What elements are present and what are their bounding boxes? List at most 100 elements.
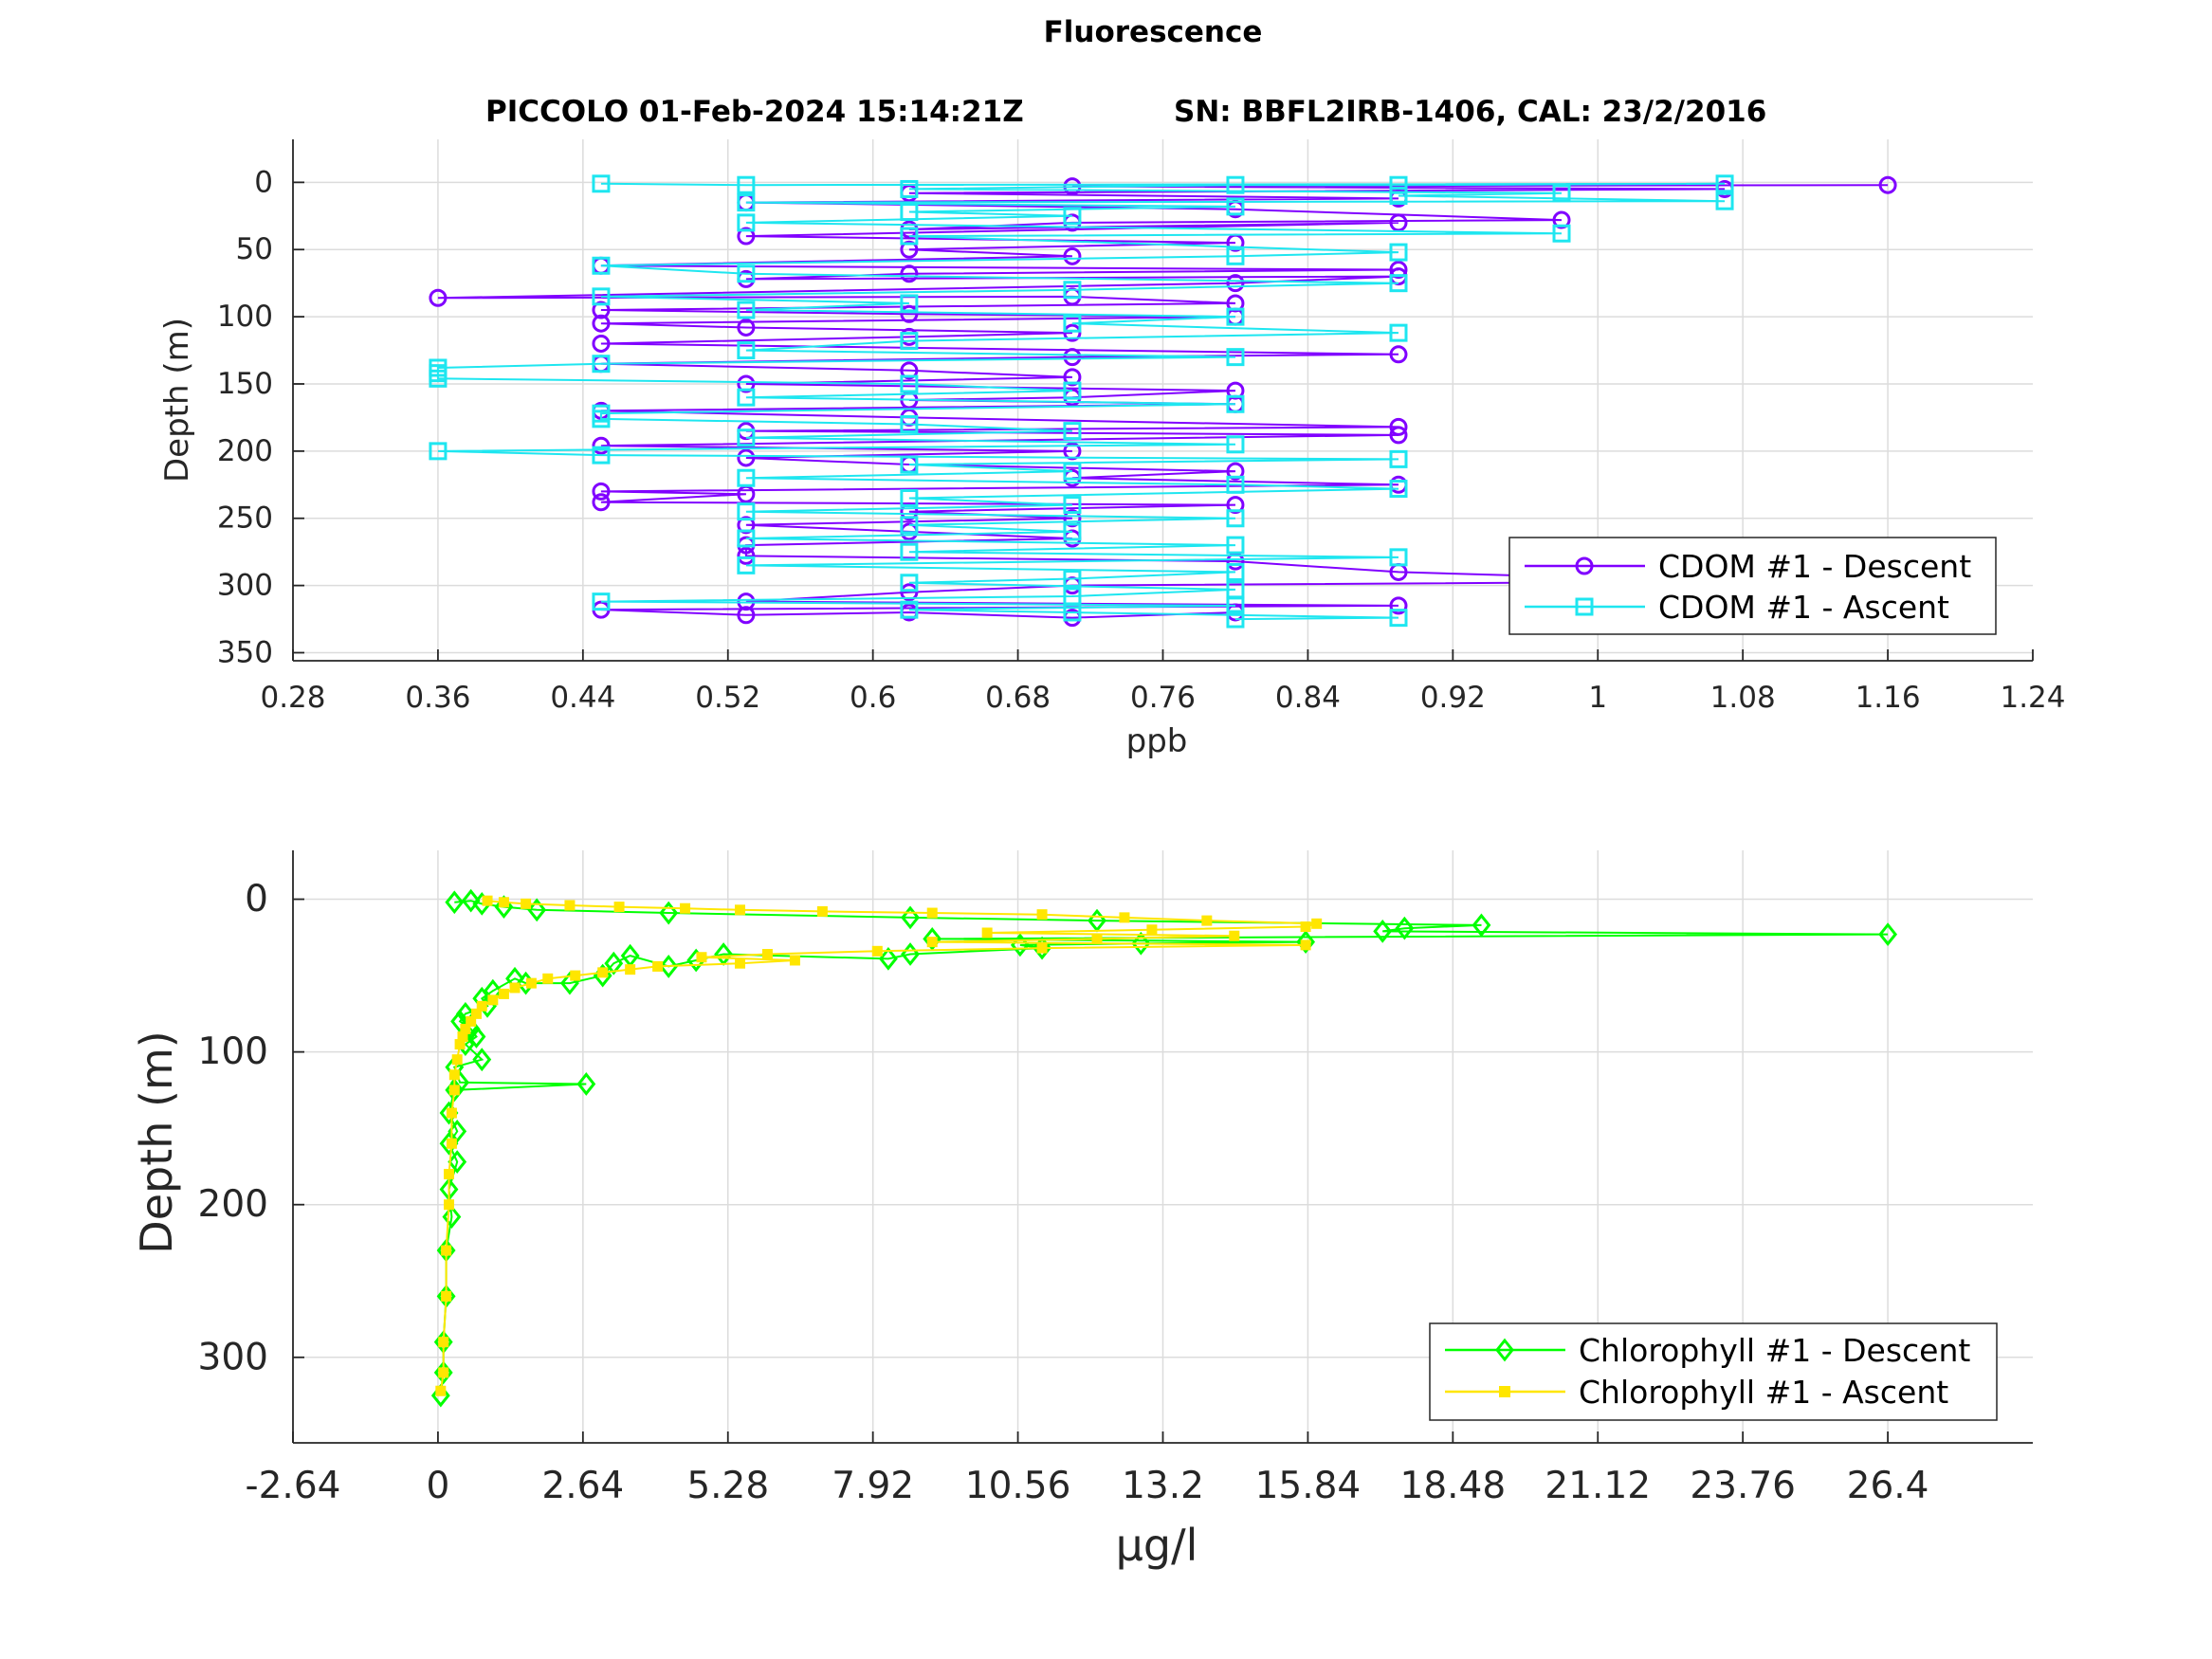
- data-point: [592, 355, 611, 374]
- data-point: [1552, 184, 1571, 203]
- cdom-y-tick-label: 150: [217, 367, 273, 401]
- chl-x-tick-label: 15.84: [1255, 1465, 1362, 1507]
- data-point: [1311, 918, 1323, 929]
- data-point: [737, 264, 756, 283]
- data-point: [981, 927, 993, 939]
- data-point: [900, 294, 919, 313]
- data-point: [900, 240, 919, 259]
- chl-y-tick-label: 100: [198, 1030, 268, 1073]
- data-point: [592, 256, 611, 275]
- data-point: [1063, 368, 1082, 387]
- cdom-y-tick-label: 250: [217, 501, 273, 536]
- data-point: [597, 967, 609, 978]
- data-point: [871, 945, 883, 957]
- data-point: [1226, 562, 1245, 581]
- data-point: [737, 468, 756, 487]
- data-point: [1229, 930, 1240, 941]
- data-point: [570, 970, 581, 981]
- data-point: [1389, 417, 1408, 436]
- data-point: [576, 1072, 596, 1096]
- data-point: [1226, 175, 1245, 194]
- data-point: [1389, 480, 1408, 499]
- data-point: [592, 287, 611, 306]
- data-point: [680, 902, 691, 914]
- data-point: [592, 334, 611, 353]
- data-point: [448, 1069, 460, 1081]
- data-point: [450, 1010, 470, 1033]
- data-point: [441, 1290, 452, 1302]
- data-point: [900, 374, 919, 393]
- cdom-x-tick-label: 1.16: [1856, 681, 1921, 715]
- legend-chl-ascent: Chlorophyll #1 - Ascent: [1579, 1374, 1948, 1411]
- data-point: [1091, 933, 1103, 944]
- data-point: [1389, 609, 1408, 628]
- data-point: [1373, 919, 1393, 943]
- chl-x-tick-label: 10.56: [965, 1465, 1071, 1507]
- data-point: [1226, 197, 1245, 216]
- legend-chl-descent: Chlorophyll #1 - Descent: [1579, 1332, 1970, 1369]
- chl-y-ticks: 0 100 200 300: [198, 878, 268, 1378]
- data-point: [1063, 246, 1082, 265]
- chl-x-tick-label: -2.64: [246, 1465, 341, 1507]
- chl-x-tick-label: 21.12: [1545, 1465, 1651, 1507]
- data-point: [659, 955, 679, 978]
- data-point: [1389, 449, 1408, 468]
- data-point: [446, 1138, 457, 1149]
- data-point: [1063, 462, 1082, 481]
- data-point: [900, 488, 919, 507]
- cdom-series-line: [436, 182, 1726, 621]
- data-point: [659, 901, 679, 925]
- data-point: [737, 301, 756, 319]
- data-point: [1226, 536, 1245, 555]
- data-point: [445, 890, 465, 915]
- data-point: [734, 957, 745, 969]
- chl-axes: [292, 850, 2033, 1444]
- cdom-x-tick-label: 0.76: [1130, 681, 1196, 715]
- data-point: [525, 977, 537, 989]
- chl-x-tick-label: 23.76: [1690, 1465, 1796, 1507]
- cdom-x-axis-label: ppb: [1126, 722, 1188, 760]
- data-point: [498, 897, 509, 908]
- data-point: [1146, 924, 1158, 936]
- figure-suptitle: Fluorescence: [1044, 15, 1263, 49]
- cdom-y-tick-label: 100: [217, 300, 273, 334]
- data-point: [1063, 314, 1082, 333]
- data-point: [1395, 916, 1415, 940]
- data-point: [900, 179, 919, 198]
- data-point: [592, 592, 611, 611]
- data-point: [509, 982, 521, 994]
- data-point: [737, 428, 756, 447]
- data-point: [1226, 381, 1245, 400]
- data-point: [527, 898, 547, 922]
- cdom-axes: [292, 139, 2034, 662]
- cdom-y-tick-label: 0: [254, 165, 273, 199]
- data-point: [1389, 243, 1408, 262]
- chl-x-ticks: -2.64 0 2.64 5.28 7.92 10.56 13.2 15.84 18.48 21.…: [246, 1465, 1929, 1507]
- data-point: [761, 949, 773, 960]
- data-point: [592, 482, 611, 501]
- data-point: [1036, 909, 1048, 921]
- chl-y-tick-label: 200: [198, 1183, 268, 1226]
- chl-x-tick-label: 2.64: [541, 1465, 624, 1507]
- data-point: [1063, 323, 1082, 342]
- data-point: [900, 516, 919, 535]
- data-point: [1878, 922, 1898, 946]
- data-point: [900, 203, 919, 222]
- data-point: [1296, 930, 1316, 955]
- data-point: [1063, 381, 1082, 400]
- data-point: [926, 937, 938, 948]
- data-point: [438, 1367, 449, 1378]
- data-point: [1389, 596, 1408, 615]
- data-point: [737, 388, 756, 407]
- cdom-legend: CDOM #1 - Descent CDOM #1 - Ascent: [1508, 537, 1997, 635]
- data-point: [900, 415, 919, 434]
- data-point: [737, 606, 756, 625]
- data-point: [900, 583, 919, 602]
- data-point: [1389, 548, 1408, 567]
- data-point: [470, 1008, 482, 1019]
- data-point: [737, 556, 756, 574]
- data-point: [429, 288, 448, 307]
- data-point: [521, 898, 532, 909]
- data-point: [900, 264, 919, 283]
- legend-cdom-ascent: CDOM #1 - Ascent: [1658, 589, 1949, 626]
